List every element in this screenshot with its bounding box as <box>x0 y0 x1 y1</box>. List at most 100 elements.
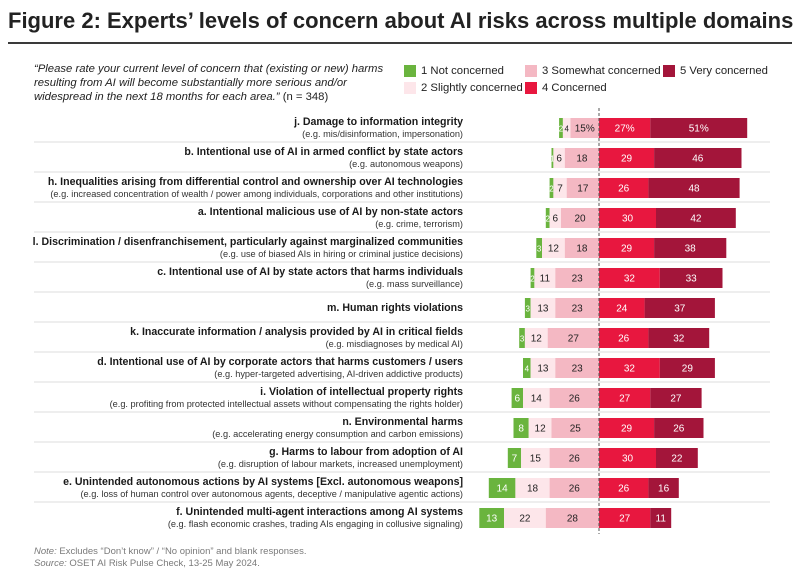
data-label: 7 <box>557 184 563 195</box>
data-label: 29 <box>621 244 633 255</box>
bar-segment-slightly <box>524 328 548 348</box>
bar-segment-slightly <box>515 478 550 498</box>
data-label: 23 <box>572 304 584 315</box>
bar-segment-slightly <box>530 298 556 318</box>
data-label: 13 <box>537 364 549 375</box>
data-label: 26 <box>618 334 630 345</box>
data-label: 18 <box>527 484 539 495</box>
source-label: Source: <box>34 558 67 569</box>
bar-segment-concerned <box>599 388 651 408</box>
category-example: (e.g. hyper-targeted advertising, AI-dri… <box>214 369 463 379</box>
data-label: 15 <box>530 454 542 465</box>
chart-row: f. Unintended multi-agent interactions a… <box>168 506 672 529</box>
bar-segment-very <box>644 298 715 318</box>
data-label: 28 <box>567 514 579 525</box>
category-label: i. Violation of intellectual property ri… <box>260 386 463 398</box>
title-rule <box>8 42 792 44</box>
chart-row: j. Damage to information integrity(e.g. … <box>34 116 770 143</box>
data-label: 18 <box>576 244 588 255</box>
bar-segment-somewhat <box>551 418 599 438</box>
category-example: (e.g. accelerating energy consumption an… <box>212 429 463 439</box>
data-label: 12 <box>535 424 547 435</box>
bar-segment-slightly <box>534 268 556 288</box>
source-text: OSET AI Risk Pulse Check, 13-25 May 2024… <box>69 558 260 569</box>
data-label: 7 <box>512 454 518 465</box>
bar-segment-very <box>656 448 698 468</box>
bar-segment-slightly <box>562 118 571 138</box>
data-label: 14 <box>531 394 543 405</box>
legend-swatch-icon <box>404 82 416 94</box>
data-label: 29 <box>621 154 633 165</box>
bar-segment-concerned <box>599 358 660 378</box>
data-label: 4 <box>525 365 530 374</box>
category-example: (e.g. flash economic crashes, trading AI… <box>168 519 463 529</box>
bar-segment-not-concerned <box>519 328 525 348</box>
chart-row: e. Unintended autonomous actions by AI s… <box>34 476 770 503</box>
category-label: b. Intentional use of AI in armed confli… <box>184 146 463 158</box>
data-label: 27% <box>615 124 635 135</box>
bar-segment-slightly <box>549 208 561 228</box>
bar-segment-not-concerned <box>523 358 531 378</box>
chart-row: c. Intentional use of AI by state actors… <box>34 266 770 293</box>
bar-segment-slightly <box>542 238 565 258</box>
question-text: “Please rate your current level of conce… <box>34 63 384 103</box>
chart-row: b. Intentional use of AI in armed confli… <box>34 146 770 173</box>
legend-label: 2 Slightly concerned <box>421 82 523 94</box>
bar-segment-very <box>659 268 723 288</box>
chart-row: n. Environmental harms(e.g. accelerating… <box>34 416 770 443</box>
bar-segment-concerned <box>599 508 651 528</box>
bar-segment-concerned <box>599 238 655 258</box>
bar-segment-concerned <box>599 448 656 468</box>
data-label: 42 <box>690 214 702 225</box>
legend-swatch-icon <box>525 82 537 94</box>
data-label: 3 <box>537 245 542 254</box>
note-line: Note: Excludes “Don’t know” / “No opinio… <box>34 546 534 558</box>
bar-segment-not-concerned <box>536 238 542 258</box>
category-example: (e.g. misdiagnoses by medical AI) <box>326 339 463 349</box>
category-label: c. Intentional use of AI by state actors… <box>157 266 463 278</box>
bar-segment-concerned <box>599 328 649 348</box>
data-label: 27 <box>568 334 580 345</box>
bar-segment-not-concerned <box>530 268 535 288</box>
data-label: 14 <box>497 484 509 495</box>
data-label: 29 <box>621 424 633 435</box>
legend-item-very-concerned: 5 Very concerned <box>663 64 768 78</box>
bar-segment-concerned <box>599 118 651 138</box>
category-label: h. Inequalities arising from differentia… <box>48 176 463 188</box>
data-label: 2 <box>545 215 550 224</box>
bar-segment-somewhat <box>564 238 599 258</box>
bar-segment-slightly <box>504 508 546 528</box>
bar-segment-not-concerned <box>545 208 550 228</box>
bar-segment-somewhat <box>549 448 599 468</box>
category-label: k. Inaccurate information / analysis pro… <box>130 326 463 338</box>
legend-item-concerned: 4 Concerned <box>525 81 607 95</box>
bar-segment-somewhat <box>549 388 599 408</box>
data-label: 30 <box>622 454 634 465</box>
data-label: 13 <box>537 304 549 315</box>
sample-size: (n = 348) <box>282 91 329 103</box>
category-example: (e.g. crime, terrorism) <box>375 219 463 229</box>
bar-segment-somewhat <box>566 178 599 198</box>
category-label: a. Intentional malicious use of AI by no… <box>198 206 463 218</box>
category-example: (e.g. autonomous weapons) <box>349 159 463 169</box>
bar-segment-very <box>648 328 710 348</box>
legend-swatch-icon <box>404 65 416 77</box>
chart-row: m. Human rights violations 3 13 23 24 37 <box>34 298 770 323</box>
category-example: (e.g. loss of human control over autonom… <box>80 489 463 499</box>
category-example: (e.g. mass surveillance) <box>366 279 463 289</box>
legend-swatch-icon <box>525 65 537 77</box>
bar-segment-somewhat <box>561 208 599 228</box>
data-label: 37 <box>674 304 686 315</box>
bar-segment-somewhat <box>547 328 599 348</box>
legend-item-slightly-concerned: 2 Slightly concerned <box>404 81 523 95</box>
data-label: 15% <box>575 124 595 135</box>
bar-segment-very <box>650 388 702 408</box>
bar-segment-slightly <box>521 448 550 468</box>
data-label: 26 <box>569 484 581 495</box>
survey-question: “Please rate your current level of conce… <box>34 62 394 104</box>
category-label: e. Unintended autonomous actions by AI s… <box>63 476 463 488</box>
bar-segment-very <box>654 148 742 168</box>
chart-row: d. Intentional use of AI by corporate ac… <box>34 356 770 383</box>
bar-segment-not-concerned <box>551 148 554 168</box>
bar-segment-not-concerned <box>559 118 563 138</box>
